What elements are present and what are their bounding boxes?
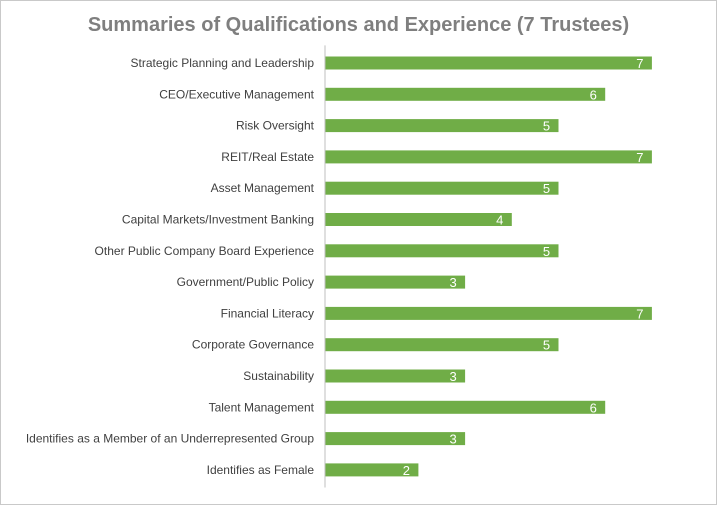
category-label: Strategic Planning and Leadership bbox=[131, 56, 315, 70]
chart-title: Summaries of Qualifications and Experien… bbox=[87, 14, 630, 36]
bar bbox=[325, 306, 652, 320]
data-label: 7 bbox=[636, 56, 643, 71]
category-label: Other Public Company Board Experience bbox=[95, 244, 315, 258]
bar bbox=[325, 56, 652, 70]
bar bbox=[325, 275, 466, 289]
category-label: REIT/Real Estate bbox=[221, 150, 314, 164]
bar bbox=[325, 463, 419, 477]
bar bbox=[325, 213, 512, 226]
bar bbox=[325, 181, 559, 195]
category-label: Identifies as a Member of an Underrepres… bbox=[26, 432, 314, 446]
data-label: 3 bbox=[449, 432, 456, 447]
bar bbox=[325, 338, 559, 352]
category-label: Government/Public Policy bbox=[177, 275, 314, 289]
bar bbox=[325, 432, 466, 446]
data-label: 2 bbox=[403, 463, 410, 478]
category-label: Risk Oversight bbox=[236, 119, 315, 133]
data-label: 7 bbox=[636, 306, 643, 321]
data-label: 3 bbox=[449, 369, 456, 384]
bar bbox=[325, 244, 559, 258]
category-label: CEO/Executive Management bbox=[159, 87, 314, 101]
data-label: 3 bbox=[449, 275, 456, 290]
category-label: Talent Management bbox=[209, 400, 315, 414]
category-label: Asset Management bbox=[211, 181, 315, 195]
category-label: Sustainability bbox=[243, 369, 314, 383]
bar bbox=[325, 87, 606, 101]
bar bbox=[325, 150, 652, 164]
data-label: 5 bbox=[543, 244, 550, 259]
bar bbox=[325, 119, 559, 133]
data-label: 5 bbox=[543, 181, 550, 196]
category-label: Identifies as Female bbox=[207, 463, 315, 477]
data-label: 6 bbox=[590, 87, 597, 102]
data-label: 5 bbox=[543, 338, 550, 353]
bar bbox=[325, 369, 466, 383]
data-label: 5 bbox=[543, 119, 550, 134]
bar bbox=[325, 400, 606, 414]
data-label: 7 bbox=[636, 150, 643, 165]
category-label: Financial Literacy bbox=[221, 306, 314, 320]
data-label: 4 bbox=[496, 213, 503, 228]
category-label: Corporate Governance bbox=[192, 338, 314, 352]
category-label: Capital Markets/Investment Banking bbox=[122, 213, 314, 227]
data-label: 6 bbox=[590, 400, 597, 415]
